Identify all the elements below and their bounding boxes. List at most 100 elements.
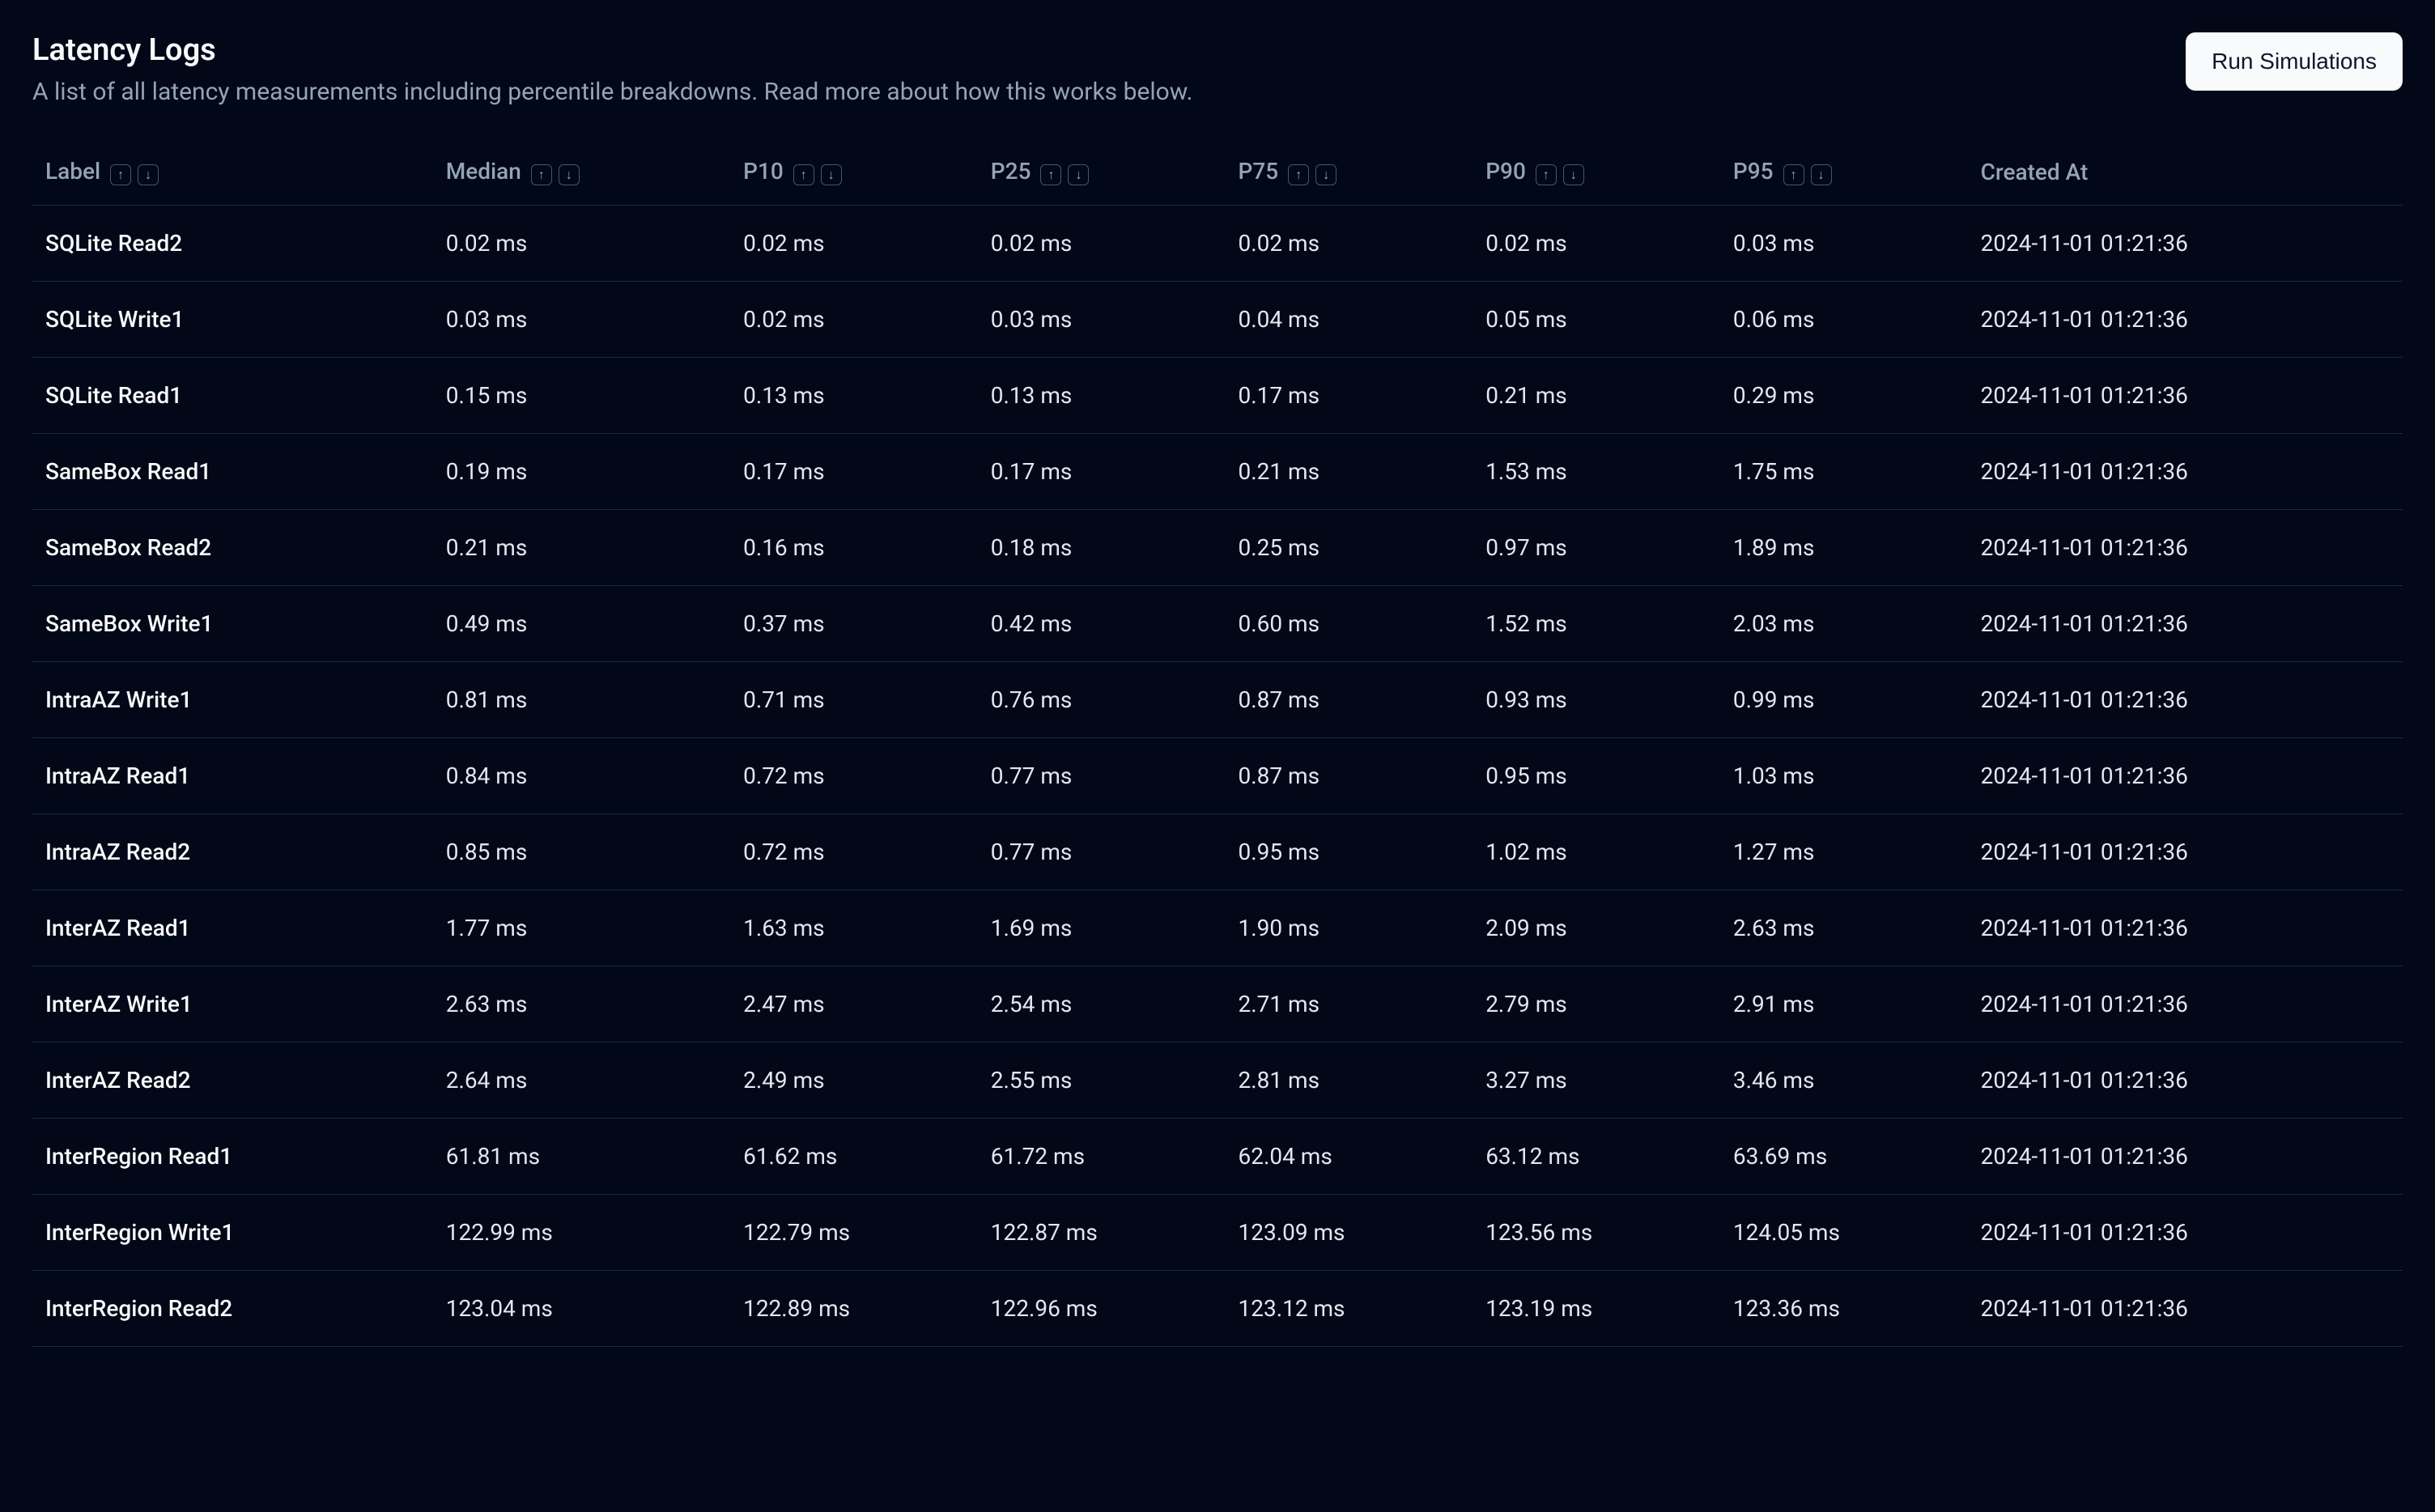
cell-created_at: 2024-11-01 01:21:36 bbox=[1968, 1043, 2403, 1119]
sort-desc-icon[interactable]: ↓ bbox=[138, 164, 159, 185]
column-label: P75 bbox=[1238, 158, 1278, 185]
cell-median: 1.77 ms bbox=[433, 890, 730, 966]
cell-label: InterRegion Read2 bbox=[32, 1271, 433, 1347]
cell-created_at: 2024-11-01 01:21:36 bbox=[1968, 1119, 2403, 1195]
cell-label: IntraAZ Write1 bbox=[32, 662, 433, 738]
cell-label: SameBox Read1 bbox=[32, 434, 433, 510]
table-row: SQLite Read10.15 ms0.13 ms0.13 ms0.17 ms… bbox=[32, 358, 2403, 434]
sort-asc-icon[interactable]: ↑ bbox=[1536, 164, 1557, 185]
cell-label: IntraAZ Read2 bbox=[32, 814, 433, 890]
column-header-p10: P10↑↓ bbox=[730, 138, 978, 206]
cell-p90: 1.53 ms bbox=[1472, 434, 1720, 510]
sort-asc-icon[interactable]: ↑ bbox=[1783, 164, 1804, 185]
cell-p95: 0.99 ms bbox=[1720, 662, 1968, 738]
cell-created_at: 2024-11-01 01:21:36 bbox=[1968, 890, 2403, 966]
page-title: Latency Logs bbox=[32, 32, 1192, 68]
table-row: IntraAZ Read10.84 ms0.72 ms0.77 ms0.87 m… bbox=[32, 738, 2403, 814]
cell-p10: 0.02 ms bbox=[730, 282, 978, 358]
cell-p25: 0.42 ms bbox=[978, 586, 1226, 662]
cell-p10: 0.71 ms bbox=[730, 662, 978, 738]
cell-p75: 0.02 ms bbox=[1225, 206, 1472, 282]
sort-controls: ↑↓ bbox=[1285, 164, 1336, 185]
cell-p10: 0.13 ms bbox=[730, 358, 978, 434]
cell-p75: 0.87 ms bbox=[1225, 662, 1472, 738]
cell-p25: 0.18 ms bbox=[978, 510, 1226, 586]
cell-p95: 1.27 ms bbox=[1720, 814, 1968, 890]
cell-created_at: 2024-11-01 01:21:36 bbox=[1968, 358, 2403, 434]
table-row: SQLite Read20.02 ms0.02 ms0.02 ms0.02 ms… bbox=[32, 206, 2403, 282]
cell-median: 0.02 ms bbox=[433, 206, 730, 282]
cell-p95: 124.05 ms bbox=[1720, 1195, 1968, 1271]
cell-p25: 2.54 ms bbox=[978, 966, 1226, 1043]
sort-asc-icon[interactable]: ↑ bbox=[1288, 164, 1309, 185]
sort-asc-icon[interactable]: ↑ bbox=[793, 164, 814, 185]
sort-desc-icon[interactable]: ↓ bbox=[559, 164, 580, 185]
table-row: IntraAZ Write10.81 ms0.71 ms0.76 ms0.87 … bbox=[32, 662, 2403, 738]
table-row: InterRegion Read2123.04 ms122.89 ms122.9… bbox=[32, 1271, 2403, 1347]
cell-p75: 123.09 ms bbox=[1225, 1195, 1472, 1271]
column-label: P25 bbox=[991, 158, 1031, 185]
column-label: P95 bbox=[1733, 158, 1774, 185]
latency-table: Label↑↓Median↑↓P10↑↓P25↑↓P75↑↓P90↑↓P95↑↓… bbox=[32, 138, 2403, 1347]
sort-asc-icon[interactable]: ↑ bbox=[1040, 164, 1061, 185]
column-header-p95: P95 ↑ ↓ bbox=[1720, 138, 1968, 206]
sort-asc-icon[interactable]: ↑ bbox=[110, 164, 131, 185]
cell-p10: 2.49 ms bbox=[730, 1043, 978, 1119]
cell-p10: 0.02 ms bbox=[730, 206, 978, 282]
column-label: Median bbox=[446, 158, 521, 185]
table-row: SQLite Write10.03 ms0.02 ms0.03 ms0.04 m… bbox=[32, 282, 2403, 358]
cell-p75: 0.95 ms bbox=[1225, 814, 1472, 890]
cell-p90: 123.56 ms bbox=[1472, 1195, 1720, 1271]
sort-desc-icon[interactable]: ↓ bbox=[1811, 164, 1832, 185]
cell-p75: 62.04 ms bbox=[1225, 1119, 1472, 1195]
cell-label: SameBox Read2 bbox=[32, 510, 433, 586]
cell-p90: 0.21 ms bbox=[1472, 358, 1720, 434]
cell-p95: 1.89 ms bbox=[1720, 510, 1968, 586]
table-body: SQLite Read20.02 ms0.02 ms0.02 ms0.02 ms… bbox=[32, 206, 2403, 1347]
cell-p95: 2.91 ms bbox=[1720, 966, 1968, 1043]
sort-desc-icon[interactable]: ↓ bbox=[1563, 164, 1584, 185]
table-row: InterRegion Write1122.99 ms122.79 ms122.… bbox=[32, 1195, 2403, 1271]
sort-asc-icon[interactable]: ↑ bbox=[531, 164, 552, 185]
cell-p95: 0.06 ms bbox=[1720, 282, 1968, 358]
run-simulations-button[interactable]: Run Simulations bbox=[2186, 32, 2403, 91]
column-header-p75: P75↑↓ bbox=[1225, 138, 1472, 206]
sort-controls: ↑↓ bbox=[1037, 164, 1089, 185]
page-header: Latency Logs A list of all latency measu… bbox=[32, 32, 2403, 106]
cell-p25: 0.02 ms bbox=[978, 206, 1226, 282]
cell-created_at: 2024-11-01 01:21:36 bbox=[1968, 738, 2403, 814]
cell-median: 123.04 ms bbox=[433, 1271, 730, 1347]
sort-controls: ↑↓ bbox=[1532, 164, 1584, 185]
cell-p10: 1.63 ms bbox=[730, 890, 978, 966]
column-header-median: Median ↑ ↓ bbox=[433, 138, 730, 206]
cell-p95: 123.36 ms bbox=[1720, 1271, 1968, 1347]
cell-p25: 122.87 ms bbox=[978, 1195, 1226, 1271]
cell-p25: 0.13 ms bbox=[978, 358, 1226, 434]
cell-p75: 2.71 ms bbox=[1225, 966, 1472, 1043]
cell-p10: 0.72 ms bbox=[730, 814, 978, 890]
cell-p90: 0.97 ms bbox=[1472, 510, 1720, 586]
cell-p95: 0.03 ms bbox=[1720, 206, 1968, 282]
cell-p90: 3.27 ms bbox=[1472, 1043, 1720, 1119]
table-row: InterAZ Write12.63 ms2.47 ms2.54 ms2.71 … bbox=[32, 966, 2403, 1043]
sort-desc-icon[interactable]: ↓ bbox=[1315, 164, 1336, 185]
cell-p25: 61.72 ms bbox=[978, 1119, 1226, 1195]
cell-p95: 2.03 ms bbox=[1720, 586, 1968, 662]
column-header-created-at: Created At bbox=[1968, 138, 2403, 206]
sort-desc-icon[interactable]: ↓ bbox=[821, 164, 842, 185]
cell-p90: 0.93 ms bbox=[1472, 662, 1720, 738]
cell-p75: 0.17 ms bbox=[1225, 358, 1472, 434]
cell-label: SameBox Write1 bbox=[32, 586, 433, 662]
column-header-label: Label↑↓ bbox=[32, 138, 433, 206]
cell-p10: 0.37 ms bbox=[730, 586, 978, 662]
column-header-p90: P90↑↓ bbox=[1472, 138, 1720, 206]
sort-desc-icon[interactable]: ↓ bbox=[1068, 164, 1089, 185]
cell-p75: 123.12 ms bbox=[1225, 1271, 1472, 1347]
header-text-block: Latency Logs A list of all latency measu… bbox=[32, 32, 1192, 106]
table-row: SameBox Read20.21 ms0.16 ms0.18 ms0.25 m… bbox=[32, 510, 2403, 586]
cell-p10: 0.72 ms bbox=[730, 738, 978, 814]
cell-p90: 1.52 ms bbox=[1472, 586, 1720, 662]
cell-p90: 1.02 ms bbox=[1472, 814, 1720, 890]
cell-median: 2.63 ms bbox=[433, 966, 730, 1043]
cell-p10: 122.89 ms bbox=[730, 1271, 978, 1347]
